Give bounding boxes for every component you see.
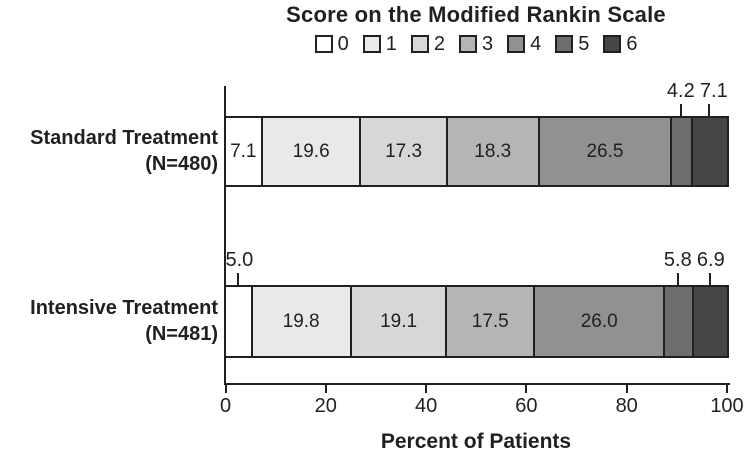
segment-value-label: 17.3	[385, 141, 423, 162]
segment-value-label: 17.5	[471, 311, 509, 332]
stacked-bar-row-0: 7.1 19.6 17.3 18.3 26.5	[223, 116, 729, 187]
row-label-standard-line2: (N=480)	[145, 153, 218, 175]
legend-item-4: 4	[507, 34, 541, 54]
legend-item-5: 5	[555, 34, 589, 54]
x-tick-label: 40	[414, 395, 438, 417]
segment-value-label: 26.5	[586, 141, 624, 162]
bar-segment-score-6	[691, 118, 727, 185]
leader-tick	[679, 104, 682, 116]
bar-segment-score-3: 18.3	[445, 118, 538, 185]
legend-swatch-icon	[314, 35, 333, 53]
bar-segment-score-5	[663, 287, 693, 356]
row-label-intensive-line2: (N=481)	[145, 323, 218, 345]
outside-value-label: 5.8	[663, 249, 692, 271]
x-tick-label: 20	[314, 395, 337, 417]
row-label-standard: Standard Treatment (N=480)	[0, 125, 218, 177]
legend-swatch-icon	[555, 35, 574, 53]
segment-value-label: 19.1	[380, 311, 418, 332]
bar-segment-score-0: 7.1	[225, 118, 262, 185]
stacked-bar-row-1: 19.8 19.1 17.5 26.0	[223, 285, 729, 358]
leader-tick	[708, 273, 711, 285]
x-tick	[224, 385, 227, 393]
x-tick-label: 80	[615, 395, 638, 417]
outside-value-label: 5.0	[225, 249, 254, 271]
bar-segment-score-5	[670, 118, 692, 185]
bar-segment-score-1: 19.8	[250, 287, 350, 356]
row-label-intensive-line1: Intensive Treatment	[30, 297, 218, 319]
x-tick-label: 100	[710, 395, 744, 417]
x-axis-title: Percent of Patients	[380, 430, 572, 453]
segment-value-label: 18.3	[474, 141, 512, 162]
x-tick	[425, 385, 428, 393]
leader-tick	[708, 104, 711, 116]
leader-tick	[676, 273, 679, 285]
x-tick	[525, 385, 528, 393]
segment-value-label: 26.0	[580, 311, 618, 332]
legend-label: 5	[578, 33, 590, 55]
legend-label: 6	[626, 33, 638, 55]
legend-swatch-icon	[603, 35, 622, 53]
segment-value-label: 19.8	[282, 311, 320, 332]
legend-item-3: 3	[458, 33, 494, 55]
legend-label: 0	[337, 33, 349, 55]
x-axis-line	[224, 383, 730, 385]
legend-swatch-icon	[410, 35, 429, 53]
row-label-standard-line1: Standard Treatment	[30, 127, 218, 149]
outside-value-label: 4.2	[666, 80, 695, 102]
chart-title: Score on the Modified Rankin Scale	[286, 2, 666, 27]
segment-value-label: 7.1	[230, 141, 257, 162]
legend-swatch-icon	[507, 35, 526, 53]
bar-segment-score-4: 26.5	[537, 118, 671, 185]
outside-value-label: 7.1	[699, 80, 728, 102]
segment-value-label: 19.6	[292, 141, 330, 162]
legend-swatch-icon	[458, 35, 477, 53]
legend-label: 1	[385, 33, 397, 55]
row-label-intensive: Intensive Treatment (N=481)	[0, 295, 218, 347]
outside-value-label: 6.9	[696, 249, 725, 271]
x-tick	[726, 385, 728, 393]
legend: 0 1 2 3 4 5 6	[202, 34, 750, 54]
bar-segment-score-2: 17.3	[359, 118, 446, 185]
legend-label: 4	[530, 33, 542, 55]
legend-label: 3	[481, 33, 494, 55]
x-tick-label: 60	[515, 395, 538, 417]
bar-segment-score-2: 19.1	[349, 287, 446, 356]
legend-item-0: 0	[314, 33, 349, 55]
bar-segment-score-4: 26.0	[533, 287, 664, 356]
bar-segment-score-6	[692, 287, 727, 356]
legend-swatch-icon	[362, 35, 381, 53]
legend-item-6: 6	[603, 34, 637, 54]
x-tick-label: 0	[219, 395, 232, 417]
x-tick	[625, 385, 628, 393]
legend-label: 2	[433, 33, 445, 55]
bar-segment-score-0	[225, 287, 251, 356]
bar-segment-score-3: 17.5	[445, 287, 534, 356]
bar-segment-score-1: 19.6	[261, 118, 360, 185]
legend-item-2: 2	[410, 33, 445, 55]
leader-tick	[237, 273, 240, 285]
legend-item-1: 1	[362, 33, 397, 55]
x-tick	[324, 385, 327, 393]
y-axis-line	[224, 86, 226, 385]
